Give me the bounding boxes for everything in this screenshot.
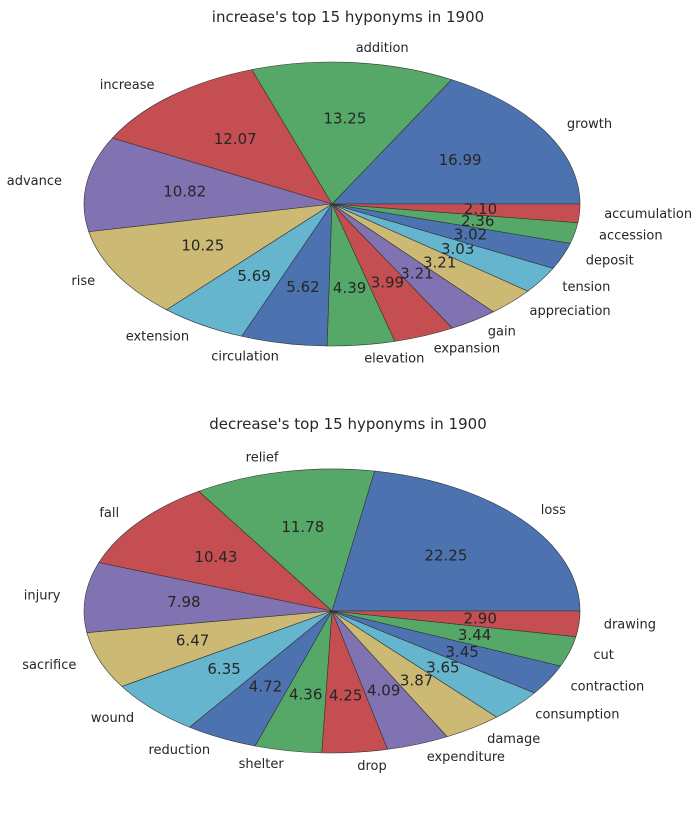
pie-slice-accumulation <box>331 203 581 223</box>
slice-label: consumption <box>535 708 619 723</box>
slice-value-label: 3.45 <box>445 643 478 661</box>
slice-label: cut <box>593 648 613 663</box>
slice-label: loss <box>541 503 566 518</box>
pie-chart-decrease: decrease's top 15 hyponyms in 1900 loss 2… <box>0 407 696 814</box>
slice-value-label: 2.10 <box>464 200 497 218</box>
slice-label: appreciation <box>530 304 611 319</box>
slice-label: expenditure <box>427 750 505 765</box>
slice-label: growth <box>567 117 612 132</box>
slice-value-label: 13.25 <box>323 110 366 128</box>
slice-label: drawing <box>604 618 656 633</box>
slice-label: reduction <box>148 743 210 758</box>
slice-value-label: 7.98 <box>167 593 200 611</box>
pie-slice-injury <box>83 562 333 634</box>
slice-label: gain <box>488 325 516 340</box>
pie-slice-advance <box>83 137 333 233</box>
slice-value-label: 16.99 <box>439 151 482 169</box>
slice-value-label: 3.87 <box>400 672 433 690</box>
slice-label: advance <box>7 174 62 189</box>
slice-label: injury <box>24 588 61 603</box>
pie-slice-increase <box>111 69 333 205</box>
slice-value-label: 3.21 <box>400 264 433 282</box>
slice-label: tension <box>562 280 610 295</box>
slice-label: extension <box>126 330 189 345</box>
slice-value-label: 6.47 <box>176 631 209 649</box>
pie-slice-growth <box>331 79 581 205</box>
slice-value-label: 10.25 <box>181 237 224 255</box>
slice-label: relief <box>246 450 279 465</box>
chart-title: decrease's top 15 hyponyms in 1900 <box>209 415 487 433</box>
slice-value-label: 4.39 <box>333 279 366 297</box>
slice-value-label: 12.07 <box>214 130 257 148</box>
slice-label: increase <box>100 78 155 93</box>
pie-slice-relief <box>198 468 375 612</box>
slice-value-label: 2.90 <box>463 609 496 627</box>
slice-value-label: 3.02 <box>454 226 487 244</box>
slice-label: drop <box>357 759 387 774</box>
slice-value-label: 22.25 <box>424 547 467 565</box>
slice-value-label: 5.69 <box>237 267 270 285</box>
slice-label: accumulation <box>604 207 692 222</box>
slice-value-label: 4.09 <box>367 681 400 699</box>
pie-slice-drawing <box>331 610 581 638</box>
slice-value-label: 4.72 <box>249 678 282 696</box>
slice-label: contraction <box>571 679 645 694</box>
pie-slice-rise <box>88 203 333 311</box>
slice-value-label: 3.03 <box>441 240 474 258</box>
pie-chart-increase: increase's top 15 hyponyms in 1900 growt… <box>7 8 692 367</box>
slice-label: deposit <box>586 254 634 269</box>
slice-label: wound <box>91 711 134 726</box>
slice-value-label: 3.65 <box>426 658 459 676</box>
pie-slice-loss <box>331 470 581 612</box>
slice-value-label: 3.44 <box>458 626 491 644</box>
slice-value-label: 11.78 <box>281 518 324 536</box>
slice-label: accession <box>599 229 663 244</box>
slice-label: addition <box>356 41 409 56</box>
pie-plot: loss 22.25 relief 11.78 fall 10.43 injury 7.98 s… <box>22 450 656 774</box>
slice-label: sacrifice <box>22 658 76 673</box>
slice-value-label: 4.25 <box>329 686 362 704</box>
slice-label: elevation <box>364 352 424 367</box>
slice-label: shelter <box>239 757 285 772</box>
slice-value-label: 2.36 <box>461 212 494 230</box>
slice-value-label: 4.36 <box>289 685 322 703</box>
slice-value-label: 5.62 <box>286 278 319 296</box>
pie-slice-addition <box>251 61 453 205</box>
slice-value-label: 10.43 <box>194 548 237 566</box>
pie-slice-fall <box>98 490 334 612</box>
slice-value-label: 10.82 <box>163 182 206 200</box>
slice-label: fall <box>99 506 119 521</box>
slice-label: circulation <box>211 350 279 365</box>
slice-label: expansion <box>434 342 501 357</box>
slice-label: damage <box>487 732 540 747</box>
pie-plot: growth 16.99 addition 13.25 increase 12.07 adv… <box>7 41 692 367</box>
slice-value-label: 6.35 <box>207 660 240 678</box>
chart-title: increase's top 15 hyponyms in 1900 <box>211 8 485 26</box>
slice-label: rise <box>71 274 95 289</box>
slice-value-label: 3.99 <box>371 274 404 292</box>
slice-value-label: 3.21 <box>423 253 456 271</box>
